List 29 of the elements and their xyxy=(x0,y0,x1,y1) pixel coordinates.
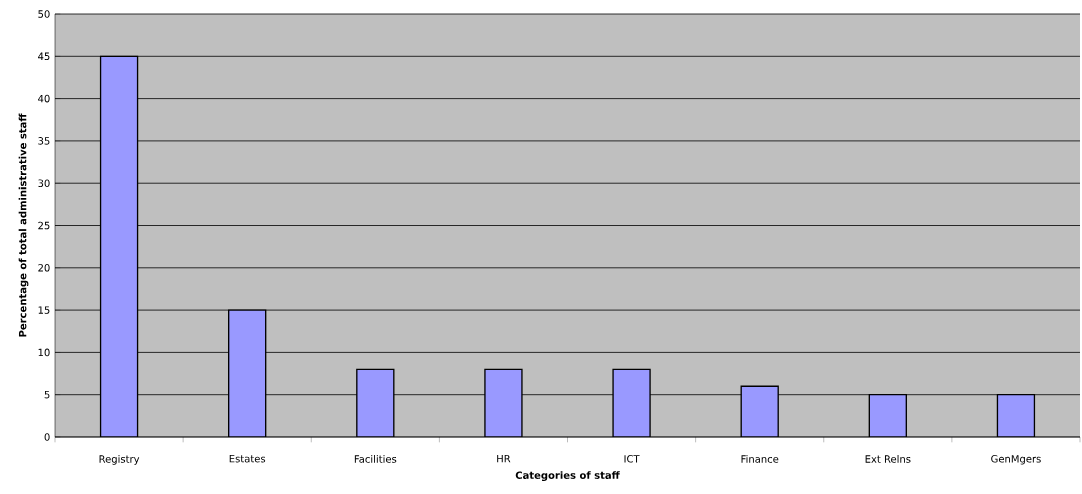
y-tick-label: 45 xyxy=(38,52,50,61)
y-tick-label: 30 xyxy=(38,179,50,187)
x-tick-label: Registry xyxy=(99,455,140,465)
bar xyxy=(868,394,907,437)
x-axis-title: Categories of staff xyxy=(515,471,620,481)
x-tick-label: Ext Relns xyxy=(865,455,911,463)
bar xyxy=(99,55,139,437)
x-tick-label: HR xyxy=(497,455,511,463)
x-tick-label: Finance xyxy=(741,455,779,463)
x-tick-label: Facilities xyxy=(354,455,397,463)
y-tick-label: 20 xyxy=(38,264,50,272)
bar xyxy=(612,368,651,437)
y-tick-label: 40 xyxy=(38,94,50,103)
bar xyxy=(740,385,779,437)
y-axis-title: Percentage of total administrative staff xyxy=(18,113,29,337)
bar xyxy=(228,309,267,437)
y-tick-label: 25 xyxy=(38,221,50,230)
x-tick-label: Estates xyxy=(229,455,266,463)
y-tick-label: 35 xyxy=(38,137,50,145)
y-tick-label: 10 xyxy=(38,348,50,357)
y-tick-label: 0 xyxy=(44,433,50,441)
bar xyxy=(356,368,395,437)
y-tick-label: 15 xyxy=(38,306,50,314)
bar xyxy=(996,394,1036,437)
bar xyxy=(484,368,523,437)
y-tick-label: 50 xyxy=(38,10,50,18)
x-tick-label: GenMgers xyxy=(991,455,1041,465)
x-tick-label: ICT xyxy=(624,455,640,463)
y-tick-label: 5 xyxy=(44,391,50,399)
